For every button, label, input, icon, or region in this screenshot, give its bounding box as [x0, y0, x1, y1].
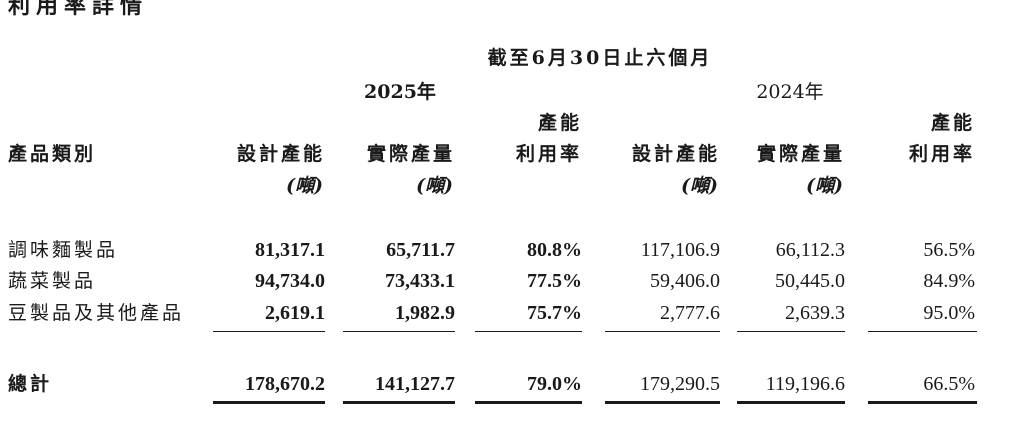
unit-label-design-2025: (噸)	[286, 175, 323, 197]
cell-rate-2025: 75.7%	[527, 302, 582, 324]
unit-label-design-2024: (噸)	[681, 175, 718, 197]
cell-rate-2025: 77.5%	[527, 270, 582, 292]
cell-actual-2025: 1,982.9	[395, 302, 455, 324]
subtotal-rule	[605, 331, 720, 332]
row-category: 調味麵製品	[8, 239, 119, 261]
cell-rate-2024: 84.9%	[923, 270, 975, 292]
actual-output-header-2024: 實際產量	[756, 143, 845, 165]
utilization-header-2025-line2: 利用率	[515, 143, 582, 165]
subtotal-rule	[868, 331, 977, 332]
total-label: 總計	[8, 373, 53, 395]
page-title: 利用率詳情	[8, 0, 149, 19]
total-rule	[475, 401, 582, 404]
cell-design-2025: 81,317.1	[255, 239, 325, 261]
total-rule	[605, 401, 720, 404]
cell-actual-2024: 50,445.0	[775, 270, 845, 292]
total-rate-2025: 79.0%	[527, 373, 582, 395]
total-design-2024: 179,290.5	[640, 373, 720, 395]
total-actual-2025: 141,127.7	[375, 373, 455, 395]
subtotal-rule	[737, 331, 845, 332]
utilization-header-2024-line1: 產能	[930, 112, 975, 134]
design-capacity-header-2025: 設計產能	[236, 143, 325, 165]
subtotal-rule	[475, 331, 582, 332]
category-column-header: 產品類別	[8, 143, 97, 165]
cell-rate-2024: 95.0%	[923, 302, 975, 324]
total-rule	[343, 401, 455, 404]
total-rule	[213, 401, 325, 404]
cell-design-2024: 59,406.0	[650, 270, 720, 292]
row-category: 蔬菜製品	[8, 270, 97, 292]
actual-output-header-2025: 實際產量	[366, 143, 455, 165]
cell-rate-2025: 80.8%	[527, 239, 582, 261]
total-design-2025: 178,670.2	[245, 373, 325, 395]
period-header: 截至6月30日止六個月	[487, 47, 713, 69]
total-rule	[868, 401, 977, 404]
cell-rate-2024: 56.5%	[923, 239, 975, 261]
subtotal-rule	[343, 331, 455, 332]
cell-actual-2024: 66,112.3	[775, 239, 845, 261]
unit-label-actual-2024: (噸)	[806, 175, 843, 197]
design-capacity-header-2024: 設計產能	[631, 143, 720, 165]
unit-label-actual-2025: (噸)	[416, 175, 453, 197]
cell-design-2024: 117,106.9	[640, 239, 720, 261]
utilization-header-2024-line2: 利用率	[908, 143, 975, 165]
cell-actual-2025: 65,711.7	[386, 239, 455, 261]
row-category: 豆製品及其他產品	[8, 302, 185, 324]
cell-actual-2025: 73,433.1	[385, 270, 455, 292]
cell-design-2025: 2,619.1	[265, 302, 325, 324]
cell-design-2024: 2,777.6	[660, 302, 720, 324]
total-actual-2024: 119,196.6	[765, 373, 845, 395]
subtotal-rule	[213, 331, 325, 332]
utilization-header-2025-line1: 產能	[537, 112, 582, 134]
cell-design-2025: 94,734.0	[255, 270, 325, 292]
cell-actual-2024: 2,639.3	[785, 302, 845, 324]
year-2025-header: 2025年	[364, 81, 436, 103]
total-rule	[737, 401, 845, 404]
year-2024-header: 2024年	[756, 81, 824, 103]
total-rate-2024: 66.5%	[923, 373, 975, 395]
